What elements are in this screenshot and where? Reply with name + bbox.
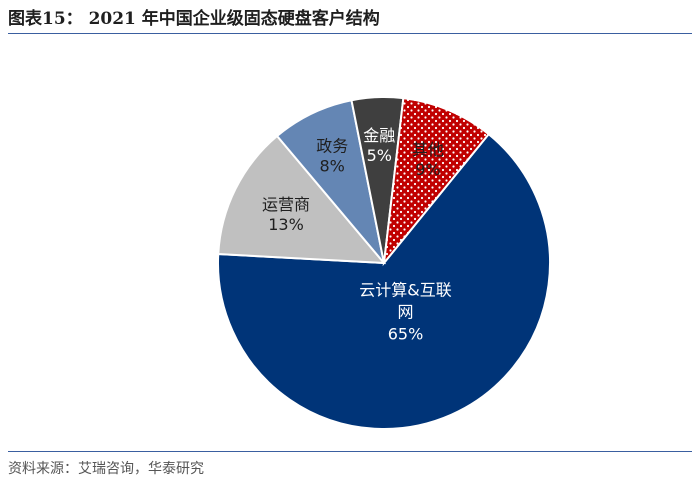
footer-divider (8, 451, 692, 452)
slice-name-label-2: 运营商 (262, 195, 310, 214)
slice-value-label-4: 5% (367, 146, 392, 165)
title-divider (8, 33, 692, 34)
slice-name-label-4: 金融 (363, 126, 395, 145)
slice-value-label-2: 13% (268, 215, 304, 234)
slice-value-label-1: 65% (388, 325, 424, 344)
slice-name-label-3: 政务 (316, 136, 348, 155)
slice-value-label-3: 8% (320, 156, 345, 175)
pie-slice-5 (382, 97, 491, 267)
slice-name-label-1: 云计算&互联 (359, 281, 451, 300)
pie-slice-1 (217, 132, 551, 430)
pie-slice-2 (217, 134, 387, 265)
slice-name-label-1: 网 (397, 303, 413, 322)
figure-title: 图表15： 2021 年中国企业级固态硬盘客户结构 (8, 9, 380, 29)
source-note: 资料来源：艾瑞咨询，华泰研究 (8, 461, 204, 477)
slice-value-label-5: 9% (415, 160, 440, 179)
slice-name-label-5: 其他 (412, 140, 444, 159)
